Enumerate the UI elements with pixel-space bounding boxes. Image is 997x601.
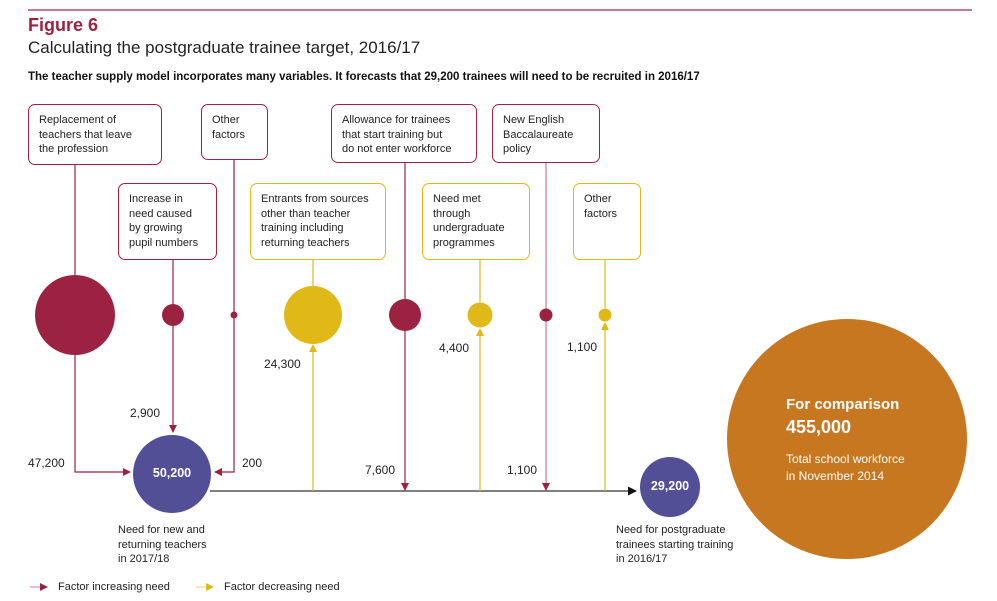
factor-box-ebacc: New English Baccalaureate policy	[492, 104, 600, 163]
factor-box-allowance: Allowance for trainees that start traini…	[331, 104, 477, 163]
legend-increase-label: Factor increasing need	[58, 581, 170, 593]
total-value-50200: 50,200	[152, 466, 192, 480]
top-rule	[28, 9, 972, 11]
total-value-29200: 29,200	[650, 479, 690, 493]
factor-circle-entrants	[284, 286, 342, 344]
factor-circle-pupil-numbers	[162, 304, 184, 326]
factor-circle-other-decrease	[598, 308, 612, 322]
comparison-value: 455,000	[786, 417, 852, 437]
factor-circle-replacement	[35, 275, 115, 355]
figure-label: Figure 6	[28, 15, 99, 35]
value-ebacc: 1,100	[507, 463, 538, 477]
factor-box-entrants: Entrants from sources other than teacher…	[250, 183, 386, 260]
factor-circle-other-increase	[230, 311, 238, 319]
total-circle-50200	[133, 435, 211, 513]
factor-box-undergraduate: Need met through undergraduate programme…	[422, 183, 530, 260]
total-caption-50200: Need for new and returning teachers in 2…	[118, 524, 207, 565]
legend-decrease-arrow-icon	[206, 583, 214, 591]
factor-box-pupil-numbers: Increase in need caused by growing pupil…	[118, 183, 217, 260]
factor-circle-undergraduate	[467, 302, 493, 328]
value-entrants: 24,300	[264, 357, 301, 371]
legend-decrease-label: Factor decreasing need	[224, 581, 340, 593]
comparison-description: Total school workforce in November 2014	[786, 452, 905, 483]
factor-box-replacement: Replacement of teachers that leave the p…	[28, 104, 162, 165]
value-other-decrease: 1,100	[567, 340, 598, 354]
value-replacement: 47,200	[28, 456, 65, 470]
total-circle-29200	[640, 457, 700, 517]
factor-circle-ebacc	[539, 308, 553, 322]
value-other-increase: 200	[242, 456, 263, 470]
connector-replacement	[74, 165, 131, 476]
value-pupil-numbers: 2,900	[130, 406, 161, 420]
factor-box-other-decrease: Other factors	[573, 183, 641, 260]
value-undergraduate: 4,400	[439, 341, 470, 355]
figure-subtitle: The teacher supply model incorporates ma…	[28, 71, 700, 83]
factor-circle-allowance	[389, 299, 421, 331]
total-caption-29200: Need for postgraduate trainees starting …	[616, 524, 734, 565]
factor-box-other-increase: Other factors	[201, 104, 268, 160]
connector-other-increase	[214, 160, 235, 476]
legend-increase-arrow-icon	[40, 583, 48, 591]
comparison-circle	[727, 319, 967, 559]
figure-title: Calculating the postgraduate trainee tar…	[28, 38, 421, 57]
value-allowance: 7,600	[365, 463, 396, 477]
comparison-heading: For comparison	[786, 396, 900, 413]
